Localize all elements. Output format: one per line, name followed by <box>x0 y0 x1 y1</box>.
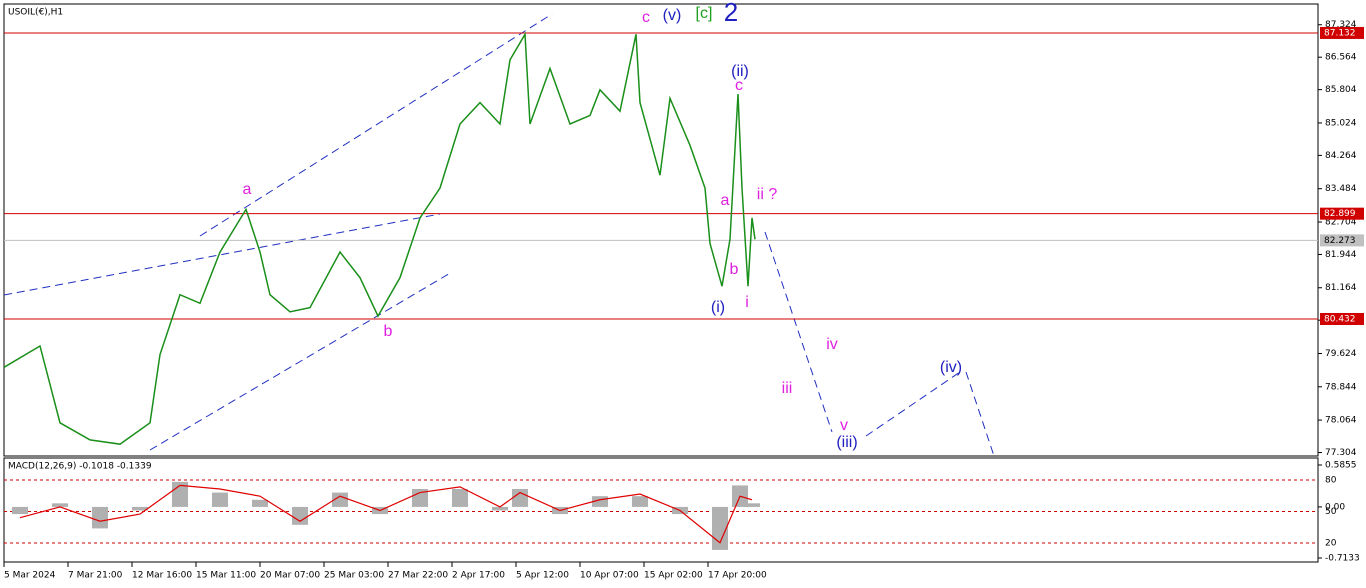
y-tick-label: 87.324 <box>1325 20 1357 30</box>
wave-label: (iii) <box>836 434 857 451</box>
y2-tick-label: 20 <box>1325 539 1337 549</box>
y-tick-label: 81.944 <box>1325 250 1357 260</box>
y-tick-label: 81.164 <box>1325 283 1357 293</box>
channel-line <box>149 271 453 451</box>
x-tick-label: 17 Apr 20:00 <box>708 571 767 581</box>
wave-label: (iv) <box>940 359 962 376</box>
x-tick-label: 25 Mar 03:00 <box>324 571 384 581</box>
y-tick-label: 85.024 <box>1325 118 1357 128</box>
macd-bar <box>212 492 228 507</box>
price-label: 82.899 <box>1324 209 1356 219</box>
x-tick-label: 15 Mar 11:00 <box>196 571 256 581</box>
macd-bar <box>132 506 148 511</box>
wave-label: b <box>384 323 393 340</box>
y-tick-label: 78.064 <box>1325 416 1357 426</box>
wave-label: a <box>243 181 252 198</box>
wave-label: a <box>721 192 730 209</box>
projection-line <box>764 231 833 433</box>
macd-bar <box>92 506 108 529</box>
macd-panel <box>3 457 1319 563</box>
macd-bar <box>632 496 648 507</box>
wave-lines <box>3 13 995 457</box>
y-tick-label: 0.00 <box>1325 502 1345 512</box>
wave-label: [c] <box>696 5 713 22</box>
macd-bar <box>592 496 608 507</box>
y2-tick-label: 50 <box>1325 507 1337 517</box>
wave-label: (ii) <box>731 63 749 80</box>
wave-label: (v) <box>663 7 682 24</box>
price-label: 80.432 <box>1324 314 1356 324</box>
price-box <box>1320 312 1364 325</box>
y-tick-label: 83.484 <box>1325 184 1357 194</box>
macd-bar <box>452 489 468 507</box>
macd-bar <box>412 489 428 507</box>
y-tick-label: 77.304 <box>1325 448 1357 458</box>
x-tick-label: 10 Apr 07:00 <box>580 571 639 581</box>
y-tick-label: 86.564 <box>1325 53 1357 63</box>
projection-line <box>965 371 995 457</box>
price-label: 82.273 <box>1324 236 1356 246</box>
projection-line <box>865 371 961 437</box>
x-tick-label: 7 Mar 21:00 <box>68 571 123 581</box>
chart-title: USOIL(€),H1 <box>8 8 63 18</box>
channel-line <box>3 213 441 296</box>
wave-label: b <box>730 261 739 278</box>
price-box <box>1320 234 1364 247</box>
y-tick-label: 82.704 <box>1325 217 1357 227</box>
macd-bar <box>52 503 68 507</box>
x-tick-label: 15 Apr 02:00 <box>644 571 703 581</box>
macd-bar <box>492 506 508 511</box>
x-tick-label: 5 Mar 2024 <box>4 571 56 581</box>
x-tick-label: 5 Apr 12:00 <box>516 571 569 581</box>
wave-label: (i) <box>711 299 725 316</box>
x-tick-label: 12 Mar 16:00 <box>132 571 192 581</box>
wave-label: iii <box>782 380 793 397</box>
wave-label: iv <box>826 336 838 353</box>
wave-label: c <box>735 77 743 94</box>
main-panel <box>3 3 1319 457</box>
wave-label: i <box>745 294 749 311</box>
macd-bar <box>744 503 760 507</box>
macd-bar <box>252 499 268 507</box>
price-label: 87.132 <box>1324 28 1356 38</box>
macd-bar <box>512 489 528 507</box>
wave-label: c <box>642 9 650 26</box>
y-tick-label: 85.804 <box>1325 85 1357 95</box>
macd-bar <box>292 506 308 525</box>
signal-line <box>19 484 753 544</box>
y-tick-label: -0.7133 <box>1325 554 1360 564</box>
x-tick-label: 27 Mar 22:00 <box>388 571 448 581</box>
macd-bar <box>12 506 28 515</box>
x-tick-label: 2 Apr 17:00 <box>452 571 505 581</box>
price-line <box>3 31 756 445</box>
y-tick-label: 79.624 <box>1325 349 1357 359</box>
x-tick-label: 20 Mar 07:00 <box>260 571 320 581</box>
channel-line <box>199 13 553 237</box>
price-box <box>1320 207 1364 220</box>
macd-bar <box>332 492 348 507</box>
wave-label: ii ? <box>757 186 778 203</box>
wave-label: v <box>840 417 848 434</box>
y-tick-label: 78.844 <box>1325 382 1357 392</box>
price-box <box>1320 26 1364 39</box>
y-tick-label: 0.5855 <box>1325 460 1357 470</box>
macd-title: MACD(12,26,9) -0.1018 -0.1339 <box>8 462 152 472</box>
wave-label: 2 <box>724 0 738 27</box>
y-tick-label: 84.264 <box>1325 151 1357 161</box>
y2-tick-label: 80 <box>1325 476 1337 486</box>
